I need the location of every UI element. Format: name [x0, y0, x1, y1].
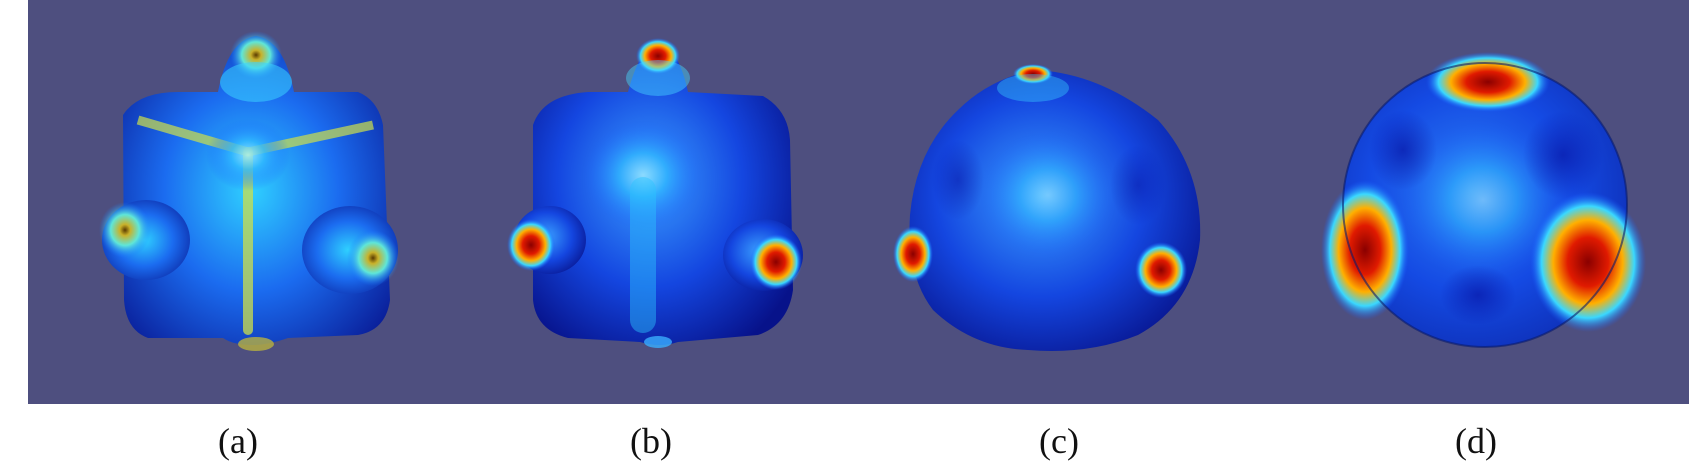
panel-a-shape — [99, 31, 399, 351]
caption-d: (d) — [1455, 421, 1497, 461]
panel-c-shape — [893, 64, 1201, 351]
caption-b: (b) — [630, 421, 672, 461]
panel-d-shape — [1321, 52, 1646, 348]
caption-a: (a) — [218, 421, 258, 461]
figure-panel — [28, 0, 1689, 404]
figure-canvas — [99, 31, 1646, 351]
panel-b-shape — [507, 38, 803, 348]
caption-c: (c) — [1039, 421, 1079, 461]
